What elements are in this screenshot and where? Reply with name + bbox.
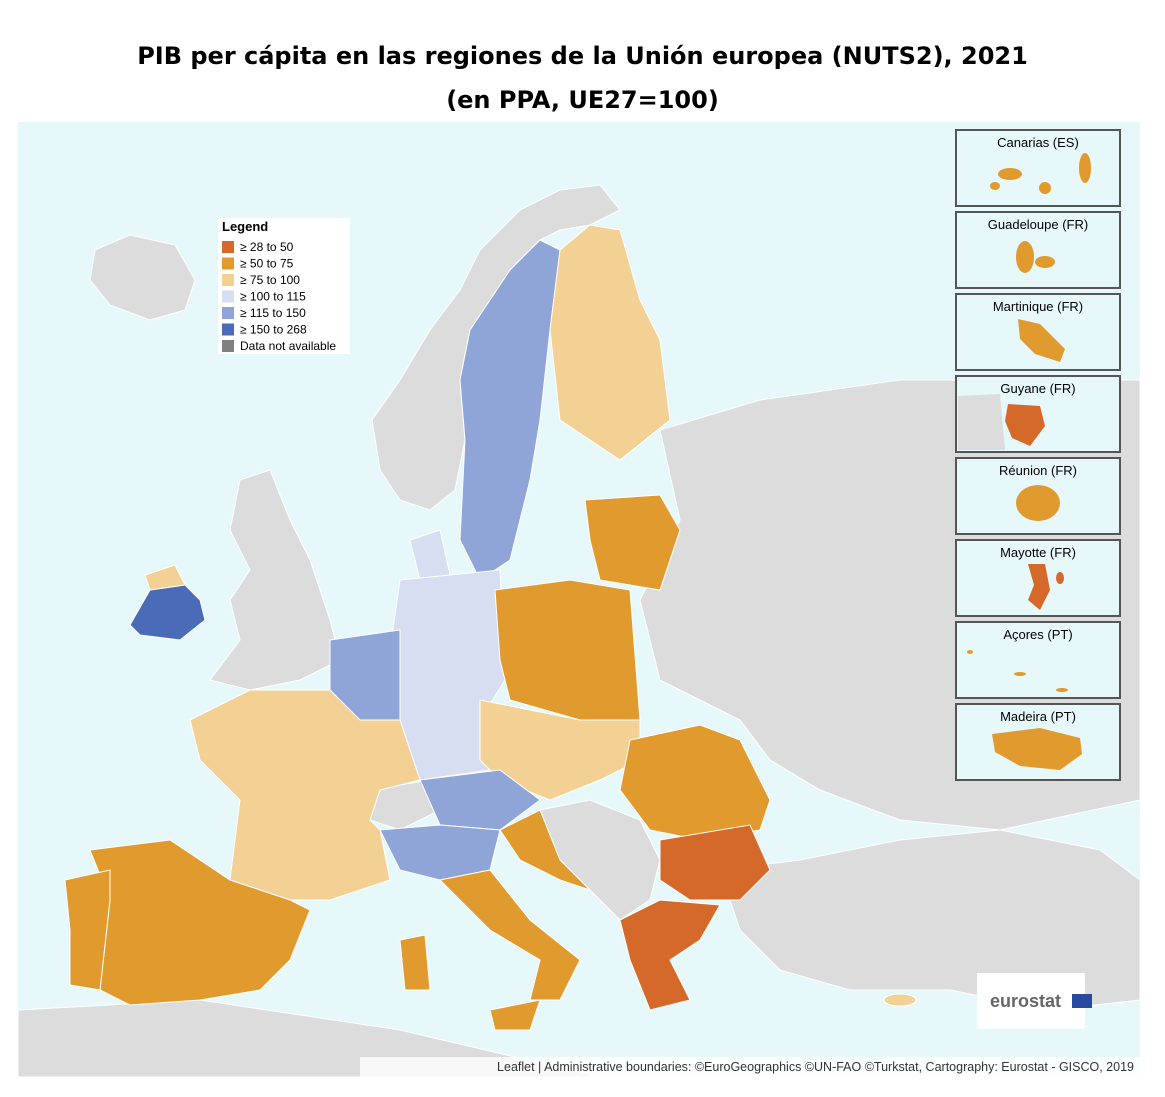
- region: [883, 993, 917, 1007]
- legend-swatch: [222, 274, 234, 286]
- legend-label: ≥ 50 to 75: [240, 257, 294, 271]
- inset-label: Guyane (FR): [1000, 381, 1075, 396]
- region: [549, 224, 671, 461]
- region: [399, 934, 431, 991]
- inset: Açores (PT): [955, 621, 1121, 699]
- legend-swatch: [222, 257, 234, 270]
- inset: Canarias (ES): [955, 129, 1121, 207]
- insets: Canarias (ES) Guadeloupe (FR) Martinique (…: [955, 129, 1121, 781]
- region: [144, 564, 186, 591]
- inset-land: [1018, 319, 1065, 362]
- region: [584, 494, 681, 591]
- region: [438, 869, 581, 1001]
- legend-swatch: [222, 323, 234, 336]
- inset-neighbor: [958, 394, 1005, 450]
- inset-land: [990, 182, 1000, 190]
- inset-land: [1079, 153, 1091, 183]
- inset-land: [1016, 241, 1034, 273]
- inset-land: [1056, 572, 1064, 584]
- region: [499, 809, 591, 891]
- legend-swatch: [222, 307, 234, 319]
- legend-title: Legend: [222, 219, 268, 234]
- attribution: Leaflet | Administrative boundaries: ©Eu…: [497, 1060, 1134, 1074]
- inset-land: [1056, 688, 1068, 692]
- inset-land: [1016, 485, 1060, 521]
- inset: Mayotte (FR): [955, 539, 1121, 617]
- inset-label: Açores (PT): [1003, 627, 1072, 642]
- region: [479, 699, 641, 801]
- inset: Réunion (FR): [955, 457, 1121, 535]
- legend-label: ≥ 28 to 50: [240, 240, 294, 254]
- inset-label: Canarias (ES): [997, 135, 1079, 150]
- inset-land: [998, 168, 1022, 180]
- legend-swatch: [222, 290, 234, 303]
- inset: Guyane (FR): [955, 375, 1121, 453]
- region: [659, 824, 771, 901]
- title-line: PIB per cápita en las regiones de la Uni…: [137, 42, 1028, 70]
- inset: Madeira (PT): [955, 703, 1121, 781]
- attribution-box: [360, 1057, 1140, 1077]
- legend-label: ≥ 100 to 115: [240, 290, 306, 304]
- inset-label: Madeira (PT): [1000, 709, 1076, 724]
- inset-label: Réunion (FR): [999, 463, 1077, 478]
- inset-land: [967, 650, 973, 654]
- legend: Legend ≥ 28 to 50 ≥ 50 to 75 ≥ 75 to 100 ≥ …: [218, 218, 350, 354]
- legend-swatch: [222, 241, 234, 253]
- legend-label: ≥ 150 to 268: [240, 323, 307, 337]
- inset: Guadeloupe (FR): [955, 211, 1121, 289]
- inset-land: [1039, 182, 1051, 194]
- region: [489, 999, 541, 1031]
- inset-frame: [955, 129, 1121, 207]
- region: [619, 724, 771, 841]
- legend-label: Data not available: [240, 339, 336, 353]
- logo-box: [977, 973, 1085, 1029]
- inset-frame: [955, 211, 1121, 289]
- region: [189, 689, 421, 901]
- inset-label: Mayotte (FR): [1000, 545, 1076, 560]
- inset-land: [1028, 564, 1050, 610]
- inset-land: [1014, 672, 1026, 676]
- inset-frame: [955, 621, 1121, 699]
- inset-label: Guadeloupe (FR): [988, 217, 1088, 232]
- legend-box: [218, 218, 350, 354]
- inset-land: [1035, 256, 1055, 268]
- logo: eurostat: [990, 991, 1061, 1011]
- legend-swatch: [222, 340, 234, 352]
- region: [419, 769, 541, 831]
- eu-regions: [64, 224, 917, 1031]
- legend-label: ≥ 75 to 100: [240, 273, 300, 287]
- inset-land: [1005, 404, 1045, 446]
- title-line: (en PPA, UE27=100): [446, 86, 719, 114]
- region: [494, 579, 641, 721]
- legend-label: ≥ 115 to 150: [240, 306, 306, 320]
- inset: Martinique (FR): [955, 293, 1121, 371]
- region: [64, 869, 111, 991]
- title: PIB per cápita en las regiones de la Uni…: [0, 34, 1165, 122]
- logo-flag: [1072, 994, 1092, 1008]
- inset-label: Martinique (FR): [993, 299, 1083, 314]
- region: [619, 899, 721, 1011]
- inset-land: [992, 728, 1082, 770]
